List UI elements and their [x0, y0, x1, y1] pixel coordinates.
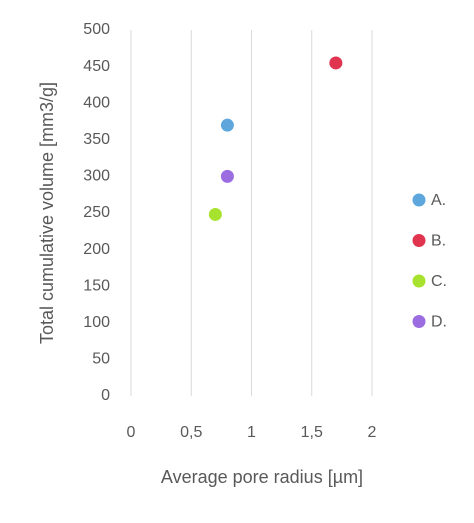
- y-tick-label: 350: [83, 131, 110, 148]
- legend-marker: [412, 234, 426, 247]
- x-axis-title: Average pore radius [µm]: [161, 467, 363, 487]
- y-tick-label: 150: [83, 277, 110, 294]
- x-tick-label: 0: [127, 424, 136, 441]
- point: [220, 118, 234, 132]
- y-tick-label: 250: [83, 204, 110, 221]
- x-tick-label: 1: [247, 424, 256, 441]
- point: [329, 56, 343, 70]
- y-axis-title: Total cumulative volume [mm3/g]: [37, 82, 57, 344]
- legend-label: C.: [431, 273, 447, 290]
- y-tick-label: 400: [83, 94, 110, 111]
- y-tick-label: 200: [83, 241, 110, 258]
- legend-label: D.: [431, 314, 447, 331]
- legend-marker: [412, 315, 426, 328]
- x-tick-label: 2: [368, 424, 377, 441]
- y-tick-label: 50: [92, 351, 110, 368]
- x-tick-label: 0,5: [180, 424, 202, 441]
- y-tick-label: 100: [83, 314, 110, 331]
- legend-label: A.: [431, 192, 446, 209]
- y-tick-label: 500: [83, 21, 110, 38]
- point: [208, 207, 222, 221]
- legend-label: B.: [431, 233, 446, 250]
- y-tick-label: 300: [83, 168, 110, 185]
- y-tick-label: 450: [83, 58, 110, 75]
- legend-marker: [412, 193, 426, 207]
- point: [220, 169, 234, 183]
- x-tick-label: 1,5: [301, 424, 323, 441]
- y-tick-label: 0: [101, 387, 110, 404]
- legend-marker: [412, 274, 426, 288]
